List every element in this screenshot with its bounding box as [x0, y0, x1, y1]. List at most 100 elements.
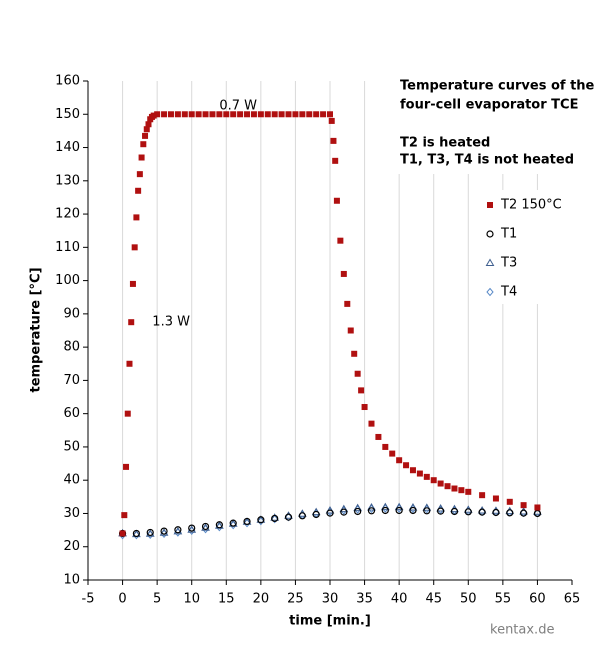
marker — [167, 111, 174, 118]
x-axis-label: time [min.] — [289, 614, 371, 629]
y-tick-label: 150 — [55, 107, 80, 122]
x-tick-label: 55 — [495, 592, 512, 607]
marker — [133, 214, 140, 221]
marker — [271, 514, 279, 523]
marker — [132, 529, 140, 538]
marker — [408, 502, 418, 511]
marker — [195, 111, 202, 118]
marker — [430, 477, 437, 484]
marker — [202, 111, 209, 118]
marker — [142, 132, 149, 139]
x-tick-label: 20 — [253, 592, 270, 607]
marker — [119, 530, 126, 537]
marker — [354, 507, 362, 516]
x-tick-label: 5 — [153, 592, 161, 607]
marker — [332, 157, 339, 164]
marker — [312, 510, 320, 519]
marker — [381, 506, 389, 515]
marker — [340, 508, 348, 516]
annotation-background — [392, 74, 564, 174]
marker — [320, 111, 327, 118]
marker — [389, 450, 396, 457]
marker — [135, 187, 142, 194]
marker — [299, 111, 306, 118]
marker — [223, 111, 230, 118]
marker — [353, 503, 363, 512]
marker — [244, 111, 251, 118]
x-tick-label: -5 — [82, 592, 95, 607]
marker — [344, 300, 351, 307]
x-tick-label: 25 — [287, 592, 304, 607]
marker — [339, 504, 349, 513]
marker — [264, 111, 271, 118]
power-label: 0.7 W — [219, 98, 257, 113]
marker — [340, 270, 347, 277]
marker — [145, 121, 152, 128]
marker — [347, 327, 354, 334]
legend-label: T4 — [500, 285, 517, 300]
marker — [313, 111, 320, 118]
marker — [209, 111, 216, 118]
marker — [121, 512, 128, 519]
y-tick-label: 10 — [63, 573, 80, 588]
marker — [403, 462, 410, 469]
marker — [465, 488, 472, 495]
marker — [173, 526, 183, 535]
marker — [187, 525, 197, 533]
marker — [124, 410, 131, 417]
marker — [160, 527, 168, 535]
y-tick-label: 140 — [55, 140, 80, 155]
marker — [181, 111, 188, 118]
marker — [154, 111, 161, 118]
marker — [437, 480, 444, 487]
y-tick-label: 160 — [55, 74, 80, 89]
y-axis-label: temperature [°C] — [29, 267, 44, 392]
marker — [409, 467, 416, 474]
marker — [129, 280, 136, 287]
marker — [136, 171, 143, 178]
x-tick-label: 15 — [218, 592, 235, 607]
y-tick-label: 60 — [63, 406, 80, 421]
legend-label: T1 — [500, 227, 517, 242]
marker — [422, 503, 432, 511]
marker — [485, 258, 495, 266]
x-tick-label: 40 — [391, 592, 408, 607]
marker — [409, 506, 417, 515]
y-tick-label: 40 — [63, 473, 80, 488]
marker — [492, 508, 500, 517]
marker — [423, 473, 430, 480]
marker — [201, 522, 210, 531]
marker — [284, 513, 293, 521]
marker — [479, 492, 486, 499]
marker — [128, 319, 135, 326]
marker — [201, 523, 210, 531]
marker — [138, 154, 145, 161]
marker — [382, 443, 389, 450]
marker — [257, 516, 265, 524]
marker — [161, 111, 168, 118]
marker — [174, 111, 181, 118]
marker — [478, 508, 486, 516]
series — [119, 111, 541, 537]
y-tick-label: 100 — [55, 273, 80, 288]
x-tick-label: 45 — [425, 592, 442, 607]
x-tick-label: 0 — [118, 592, 126, 607]
annotation: T1, T3, T4 is not heated — [400, 153, 574, 168]
marker — [326, 509, 334, 517]
y-tick-label: 50 — [63, 439, 80, 454]
marker — [145, 529, 155, 537]
marker — [458, 487, 465, 494]
marker — [330, 137, 337, 144]
marker — [257, 111, 264, 118]
x-tick-label: 60 — [529, 592, 546, 607]
marker — [416, 470, 423, 477]
y-tick-label: 130 — [55, 173, 80, 188]
marker — [146, 528, 154, 537]
marker — [367, 502, 376, 511]
legend-label: T3 — [500, 256, 517, 271]
marker — [143, 126, 150, 133]
marker — [123, 463, 130, 470]
marker — [328, 117, 335, 124]
